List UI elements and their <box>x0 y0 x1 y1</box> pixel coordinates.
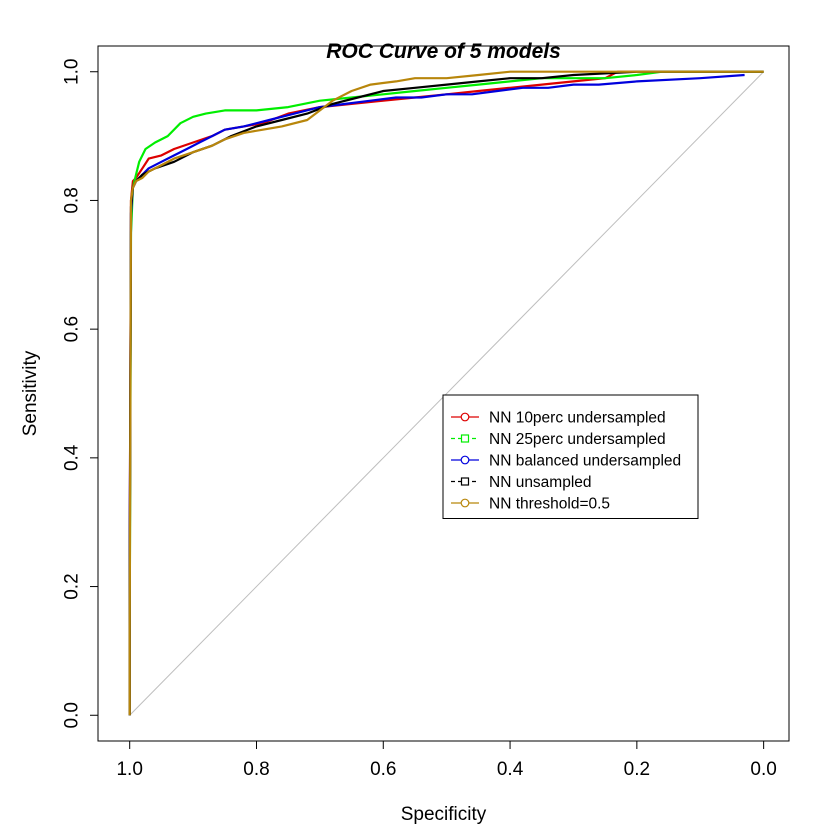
y-tick-label: 0.8 <box>62 187 83 213</box>
legend-box <box>442 394 699 519</box>
y-tick-label: 0.0 <box>62 702 83 728</box>
legend-label-4: NN unsampled <box>489 474 592 491</box>
legend-marker-3 <box>460 455 470 465</box>
legend-label-5: NN threshold=0.5 <box>489 496 610 513</box>
y-tick-label: 1.0 <box>62 59 83 85</box>
series-layer <box>128 70 764 716</box>
x-tick-label: 0.0 <box>750 759 776 780</box>
y-axis-title: Sensitivity <box>20 350 41 436</box>
y-tick-label: 0.6 <box>62 316 83 342</box>
legend-marker-2 <box>460 434 470 443</box>
x-tick-label: 0.6 <box>370 759 396 780</box>
x-tick-label: 0.2 <box>624 759 650 780</box>
legend-label-1: NN 10perc undersampled <box>489 410 666 427</box>
legend-label-3: NN balanced undersampled <box>489 453 681 470</box>
y-axis: 0.0 0.2 0.4 0.6 0.8 1.0 <box>62 59 99 728</box>
series-line-5 <box>128 70 764 716</box>
legend: NN 10perc undersampled NN 25perc undersam… <box>442 394 699 519</box>
x-axis: 1.0 0.8 0.6 0.4 0.2 0.0 <box>116 740 777 780</box>
y-tick-label: 0.4 <box>62 444 83 471</box>
reference-diagonal-line <box>129 71 764 716</box>
chart-title: ROC Curve of 5 models <box>326 40 561 63</box>
y-tick-label: 0.2 <box>62 573 83 599</box>
series-line-2 <box>128 70 764 716</box>
legend-label-2: NN 25perc undersampled <box>489 431 666 448</box>
legend-marker-4 <box>460 477 470 486</box>
reference-diagonal-layer <box>129 71 764 716</box>
x-tick-label: 1.0 <box>116 759 142 780</box>
x-axis-title: Specificity <box>401 804 487 825</box>
legend-marker-1 <box>460 412 470 422</box>
legend-marker-5 <box>460 498 470 508</box>
x-tick-label: 0.8 <box>243 759 269 780</box>
x-tick-label: 0.4 <box>497 759 524 780</box>
